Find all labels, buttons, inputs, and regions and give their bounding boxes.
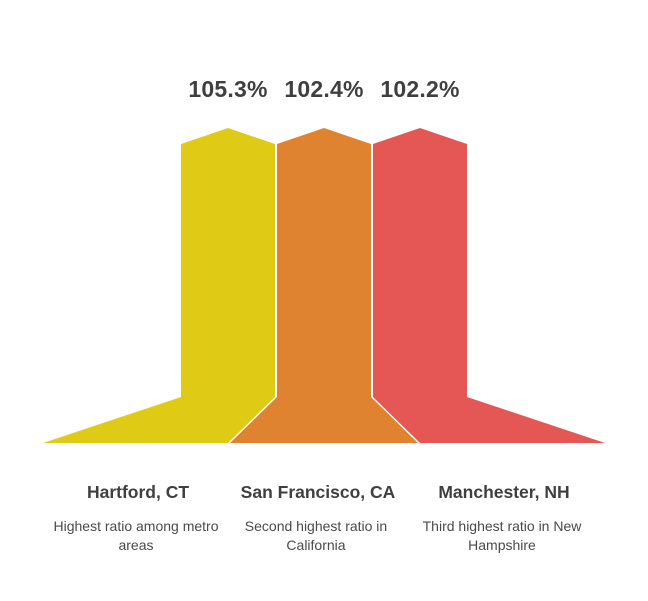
column-san-francisco [277,128,371,397]
city-title-manchester: Manchester, NH [438,482,570,502]
value-label-manchester: 102.2% [380,76,460,102]
city-desc-hartford: Highest ratio among metro areas [53,518,219,553]
value-label-san-francisco: 102.4% [284,76,364,102]
column-manchester [373,128,467,397]
city-title-san-francisco: San Francisco, CA [240,482,396,502]
column-hartford [181,128,275,397]
value-label-hartford: 105.3% [188,76,268,102]
city-desc-san-francisco: Second highest ratio in California [244,518,388,553]
city-desc-manchester: Third highest ratio in New Hampshire [422,518,582,553]
city-title-hartford: Hartford, CT [86,482,190,502]
base-manchester [373,397,605,443]
base-san-francisco [230,397,418,443]
base-hartford [43,397,275,443]
